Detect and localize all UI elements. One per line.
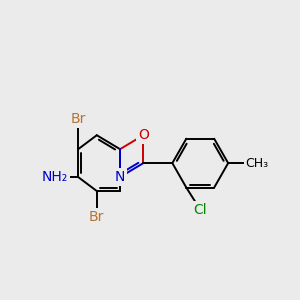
Text: N: N — [115, 170, 125, 184]
Text: Cl: Cl — [194, 202, 207, 217]
Text: Br: Br — [89, 210, 104, 224]
Text: NH₂: NH₂ — [42, 170, 68, 184]
Text: CH₃: CH₃ — [246, 157, 269, 169]
Text: Br: Br — [70, 112, 86, 126]
Text: O: O — [138, 128, 149, 142]
